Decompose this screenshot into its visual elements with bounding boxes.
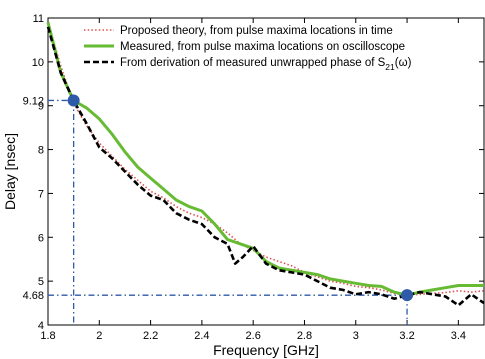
- x-tick-label: 3: [353, 330, 359, 342]
- marker-guide-lines: 9.12 4.68: [23, 95, 408, 325]
- y-tick-label: 7: [38, 188, 44, 200]
- y-axis-label: Delay [nsec]: [2, 133, 18, 210]
- y-tick-label: 6: [38, 232, 44, 244]
- y-tick-label: 5: [38, 276, 44, 288]
- legend-label-theory: Proposed theory, from pulse maxima locat…: [120, 25, 393, 37]
- x-tick-label: 2.6: [246, 330, 261, 342]
- y-tick-label: 10: [32, 57, 44, 69]
- series-line-theory: [47, 22, 485, 296]
- legend: Proposed theory, from pulse maxima locat…: [84, 25, 412, 72]
- y-tick-label: 8: [38, 145, 44, 157]
- legend-label-derivation: From derivation of measured unwrapped ph…: [120, 57, 412, 72]
- marker-value-label: 9.12: [23, 95, 44, 107]
- y-axis-ticks: 4 5 6 7 8 9 10 11: [32, 13, 484, 332]
- x-tick-label: 3.4: [451, 330, 466, 342]
- marker-value-label: 4.68: [23, 290, 44, 302]
- x-axis-ticks: 1.8 2 2.2 2.4 2.6 2.8 3 3.2 3.4: [40, 18, 466, 342]
- x-tick-label: 1.8: [40, 330, 55, 342]
- highlight-markers: [67, 94, 414, 302]
- highlight-marker: [401, 289, 414, 302]
- plot-area: [47, 17, 485, 326]
- x-tick-label: 2.4: [194, 330, 209, 342]
- highlight-marker: [67, 94, 80, 107]
- y-tick-label: 11: [33, 13, 44, 25]
- y-tick-label: 9: [38, 101, 44, 113]
- y-tick-label: 4: [38, 320, 44, 332]
- x-axis-label: Frequency [GHz]: [213, 342, 319, 358]
- x-tick-label: 2: [96, 330, 102, 342]
- x-tick-label: 2.8: [297, 330, 312, 342]
- legend-label-measured: Measured, from pulse maxima locations on…: [120, 41, 405, 53]
- x-tick-label: 2.2: [143, 330, 158, 342]
- x-tick-label: 3.2: [399, 330, 414, 342]
